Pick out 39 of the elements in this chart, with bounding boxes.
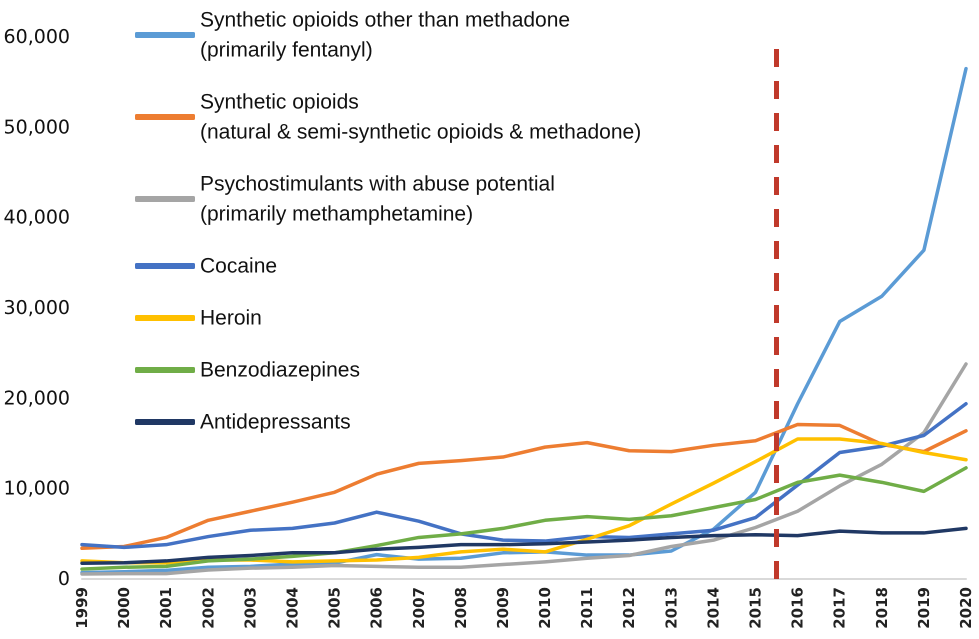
x-tick-label: 2012 <box>620 587 638 629</box>
y-tick-label: 60,000 <box>4 26 70 48</box>
x-tick-label: 2016 <box>788 587 807 629</box>
x-tick-label: 1999 <box>73 587 91 629</box>
line-series <box>80 526 968 565</box>
x-tick-label: 2003 <box>241 587 260 629</box>
y-tick-label: 10,000 <box>4 478 70 500</box>
x-tick-label: 2017 <box>830 587 849 629</box>
x-tick-label: 2007 <box>410 587 428 629</box>
y-tick-label: 50,000 <box>4 116 70 138</box>
x-tick-label: 2002 <box>199 587 218 629</box>
legend-label: Antidepressants <box>200 410 351 434</box>
x-tick-label: 2014 <box>704 587 722 629</box>
x-tick-label: 2013 <box>662 587 680 629</box>
y-tick-label: 0 <box>58 568 70 590</box>
x-tick-label: 2008 <box>452 587 470 629</box>
x-tick-label: 2004 <box>283 587 302 629</box>
line-series <box>80 466 968 571</box>
legend-label: Benzodiazepines <box>200 358 360 382</box>
legend-label: Heroin <box>200 306 262 330</box>
x-tick-label: 2019 <box>914 587 933 629</box>
legend-label: Synthetic opioids (natural & semi-synthetic opioids & methadone) <box>200 90 642 144</box>
x-tick-label: 2009 <box>494 587 512 629</box>
x-tick-label: 2010 <box>536 587 554 629</box>
x-tick-label: 2020 <box>957 587 975 629</box>
legend-label: Psychostimulants with abuse potential (primarily methamphetamine) <box>200 172 555 226</box>
y-tick-label: 20,000 <box>4 387 70 410</box>
legend-label: Cocaine <box>200 254 278 278</box>
y-tick-label: 30,000 <box>4 297 70 319</box>
legend-label: Synthetic opioids other than methadone (primarily fentanyl) <box>200 8 570 62</box>
x-tick-label: 2011 <box>578 587 596 629</box>
x-tick-label: 2015 <box>746 587 765 629</box>
line-series <box>80 362 968 576</box>
x-tick-label: 2006 <box>368 587 386 629</box>
x-tick-label: 2018 <box>872 587 891 629</box>
x-tick-label: 2005 <box>326 587 344 629</box>
x-tick-label: 2000 <box>115 587 134 629</box>
x-tick-label: 2001 <box>157 587 176 629</box>
y-tick-label: 40,000 <box>4 206 70 229</box>
